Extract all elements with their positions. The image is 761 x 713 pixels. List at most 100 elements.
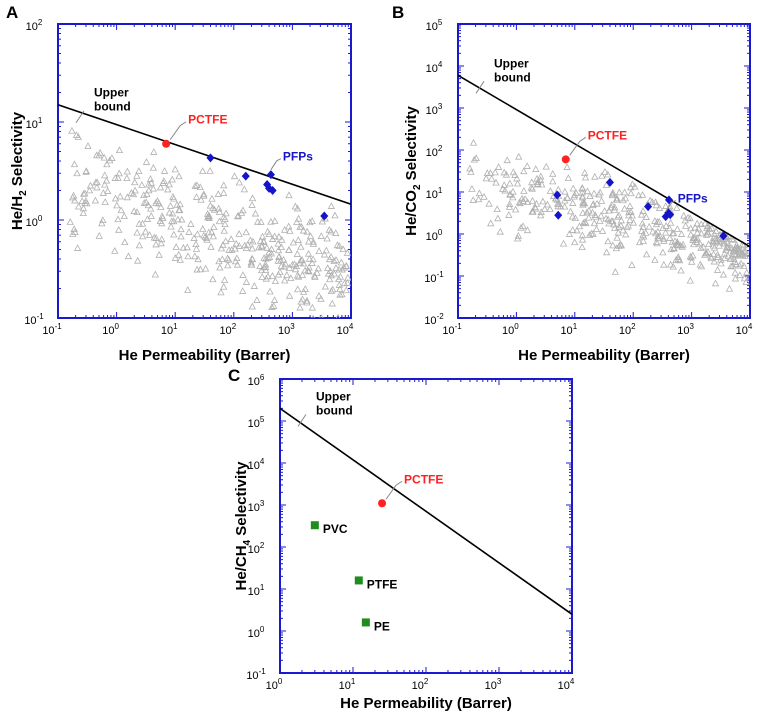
literature-point [719,270,728,278]
literature-point [270,232,279,240]
literature-point [488,174,496,182]
literature-point [689,240,698,248]
literature-point [327,227,335,235]
literature-point [738,240,747,248]
literature-point [264,254,272,261]
literature-point [201,317,203,318]
literature-point [615,242,623,249]
literature-point [505,200,514,208]
x-tick-label: 100 [502,322,519,337]
literature-point [335,265,343,273]
literature-point [724,251,732,259]
literature-point [654,232,662,240]
literature-point [329,285,337,293]
literature-point [474,195,483,203]
literature-point [232,239,240,247]
literature-point [578,188,587,196]
literature-point [651,217,659,224]
literature-point [297,256,305,264]
pctfe-label: PCTFE [188,113,227,127]
literature-point [608,217,616,225]
literature-point [591,211,599,218]
literature-point [278,235,286,243]
literature-point [281,276,289,284]
literature-point [217,244,226,252]
literature-point [738,249,746,257]
literature-point [676,256,684,264]
literature-point [467,168,475,175]
literature-point [168,175,176,183]
literature-point [693,219,701,227]
literature-point [117,206,125,214]
y-tick-label: 103 [248,499,265,514]
literature-point [165,208,174,216]
literature-point [248,201,256,208]
literature-point [712,234,720,242]
literature-point [569,226,577,233]
literature-point [651,256,659,263]
literature-point [214,190,222,197]
literature-point [79,209,87,216]
literature-point [513,174,521,182]
literature-point [78,197,86,204]
literature-point [187,220,195,227]
literature-point [669,262,677,270]
panel-letter: C [228,366,240,385]
literature-point [706,225,714,232]
literature-point [280,225,289,233]
literature-point [133,256,142,264]
upper-bound-label-line2: bound [94,100,131,114]
pfps-callout [270,158,282,170]
literature-point [267,249,276,257]
literature-point [593,199,601,207]
literature-point [615,188,624,196]
literature-point [662,202,670,209]
plot-area [280,407,572,615]
literature-point [336,285,344,292]
literature-point [115,169,123,177]
literature-point [192,240,200,248]
y-axis-title: He/CO2 Selectivity [403,105,423,235]
literature-point [179,243,188,251]
literature-point [596,188,604,196]
literature-point [294,214,303,222]
literature-point [175,206,183,214]
literature-point [519,197,527,204]
commodity-label: PVC [323,522,348,536]
literature-point [469,196,477,203]
literature-point [248,302,257,310]
literature-point [571,214,580,222]
literature-point [709,238,717,246]
literature-point [190,234,198,241]
literature-point [149,163,158,171]
literature-point [262,266,270,273]
literature-point [260,254,268,261]
literature-point [158,212,166,220]
y-tick-label: 105 [426,18,443,33]
literature-point [583,187,592,195]
upper-bound-label-line1: Upper [316,389,351,403]
literature-point [523,226,532,234]
literature-point [247,260,255,268]
literature-point [293,271,302,279]
literature-point [602,248,611,256]
literature-point [703,230,711,238]
literature-point [509,168,518,176]
literature-point [150,148,158,155]
literature-point [208,194,216,202]
x-tick-label: 10-1 [442,322,462,337]
literature-point [253,296,261,303]
literature-point [694,224,703,232]
literature-point [680,211,688,219]
literature-point [157,239,165,247]
literature-point [693,228,702,236]
literature-point [227,235,235,243]
literature-point [79,204,88,212]
literature-point [590,219,599,227]
literature-point [340,279,349,287]
literature-point [527,183,535,191]
literature-point [578,192,587,200]
literature-point [164,185,172,193]
literature-point [598,171,606,179]
pfps-point [268,185,277,195]
